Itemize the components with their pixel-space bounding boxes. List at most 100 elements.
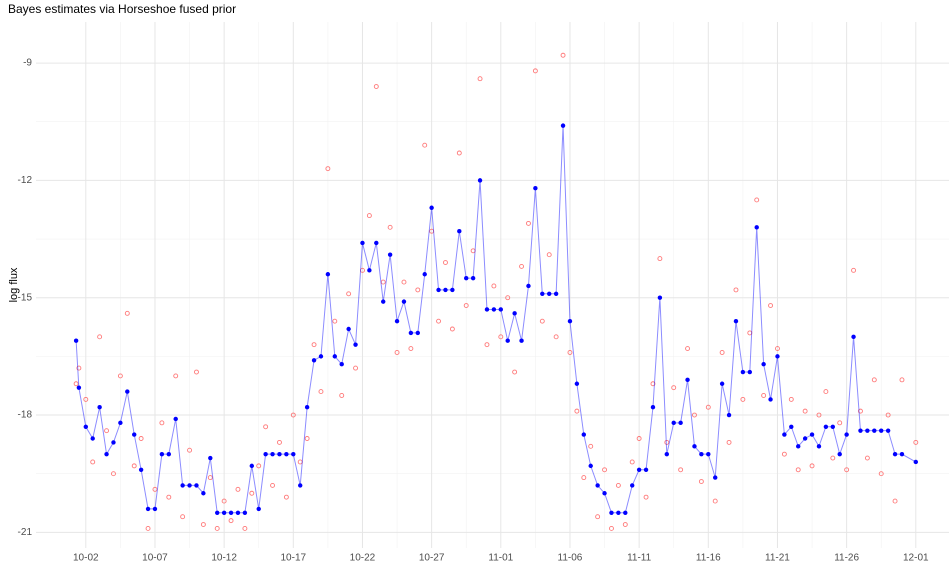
- observed-point: [629, 459, 635, 465]
- observed-point: [311, 342, 317, 348]
- estimate-point: [346, 326, 351, 332]
- observed-point: [775, 346, 780, 352]
- estimate-point: [775, 354, 780, 359]
- observed-point: [318, 389, 324, 395]
- y-tick-label: -18: [18, 410, 33, 421]
- estimate-point: [505, 338, 510, 343]
- estimate-point: [132, 432, 137, 437]
- observed-point: [636, 436, 642, 441]
- estimate-point: [422, 272, 427, 277]
- observed-point: [588, 443, 594, 449]
- estimate-point: [415, 330, 420, 336]
- estimate-point: [304, 405, 310, 410]
- estimate-point: [138, 467, 144, 472]
- estimate-point: [657, 295, 663, 300]
- estimate-point: [145, 506, 151, 512]
- observed-point: [595, 514, 601, 520]
- observed-point: [332, 318, 338, 324]
- estimate-point: [865, 428, 870, 433]
- observed-point: [864, 455, 870, 461]
- estimate-point: [201, 491, 206, 496]
- observed-point: [553, 334, 559, 340]
- estimate-point: [235, 510, 241, 516]
- observed-point: [408, 346, 414, 352]
- observed-point: [719, 350, 725, 355]
- estimate-point: [747, 369, 752, 375]
- estimate-point: [263, 451, 268, 457]
- estimate-point: [650, 405, 656, 410]
- estimate-point: [429, 205, 434, 210]
- estimate-point: [298, 483, 303, 488]
- estimate-point: [256, 506, 261, 512]
- estimate-point: [173, 416, 178, 422]
- estimate-point: [194, 483, 199, 488]
- estimate-point: [802, 436, 808, 441]
- estimate-point: [851, 334, 856, 340]
- observed-point: [373, 84, 379, 89]
- estimate-point: [595, 483, 600, 488]
- observed-point: [270, 482, 275, 488]
- estimate-point: [553, 291, 559, 296]
- estimate-point: [547, 291, 552, 296]
- observed-point: [726, 439, 732, 445]
- observed-point: [415, 287, 421, 293]
- estimate-point: [685, 377, 690, 383]
- estimate-point: [228, 510, 234, 516]
- observed-point: [698, 479, 704, 484]
- observed-point: [761, 393, 767, 398]
- observed-point: [747, 330, 753, 336]
- estimate-point: [719, 381, 725, 386]
- estimate-line: [75, 125, 917, 514]
- estimate-point: [457, 229, 462, 234]
- observed-point: [221, 498, 227, 504]
- observed-point: [546, 252, 552, 258]
- estimate-point: [221, 510, 227, 516]
- observed-point: [685, 346, 690, 352]
- observed-point: [401, 279, 407, 285]
- x-tick-label: 11-06: [558, 553, 583, 564]
- observed-point: [76, 365, 82, 371]
- estimate-point: [678, 420, 683, 426]
- observed-point: [242, 525, 248, 531]
- observed-point: [858, 408, 863, 414]
- observed-point: [131, 463, 137, 469]
- estimate-point: [450, 287, 455, 293]
- estimate-point: [381, 299, 386, 304]
- estimate-point: [242, 510, 248, 516]
- observed-point: [325, 166, 331, 172]
- observed-point: [692, 412, 697, 418]
- observed-point: [650, 381, 656, 387]
- estimate-point: [892, 451, 898, 457]
- estimate-point: [166, 451, 171, 457]
- observed-point: [871, 377, 877, 383]
- estimate-point: [484, 307, 490, 312]
- estimate-point: [616, 510, 621, 516]
- estimate-point: [443, 287, 448, 293]
- observed-point: [228, 518, 234, 524]
- observed-point: [456, 150, 462, 156]
- estimate-point: [581, 432, 586, 437]
- estimate-point: [73, 338, 79, 343]
- observed-point: [180, 514, 186, 520]
- estimate-point: [318, 354, 324, 359]
- observed-point: [816, 412, 822, 418]
- chart-title: Bayes estimates via Horseshoe fused prio…: [8, 2, 236, 16]
- estimate-point: [761, 361, 766, 367]
- marks: [73, 52, 919, 531]
- observed-point: [200, 522, 206, 527]
- observed-point: [138, 436, 144, 441]
- observed-point: [380, 279, 386, 285]
- observed-point: [346, 291, 352, 297]
- observed-point: [878, 471, 884, 477]
- observed-point: [837, 420, 843, 426]
- observed-point: [823, 389, 829, 395]
- y-tick-label: -9: [23, 58, 32, 69]
- observed-point: [602, 467, 607, 473]
- estimate-point: [152, 506, 158, 512]
- estimate-point: [187, 483, 192, 488]
- observed-point: [581, 475, 587, 481]
- observed-point: [830, 455, 836, 461]
- estimate-point: [609, 510, 614, 516]
- x-tick-label: 11-16: [696, 553, 721, 564]
